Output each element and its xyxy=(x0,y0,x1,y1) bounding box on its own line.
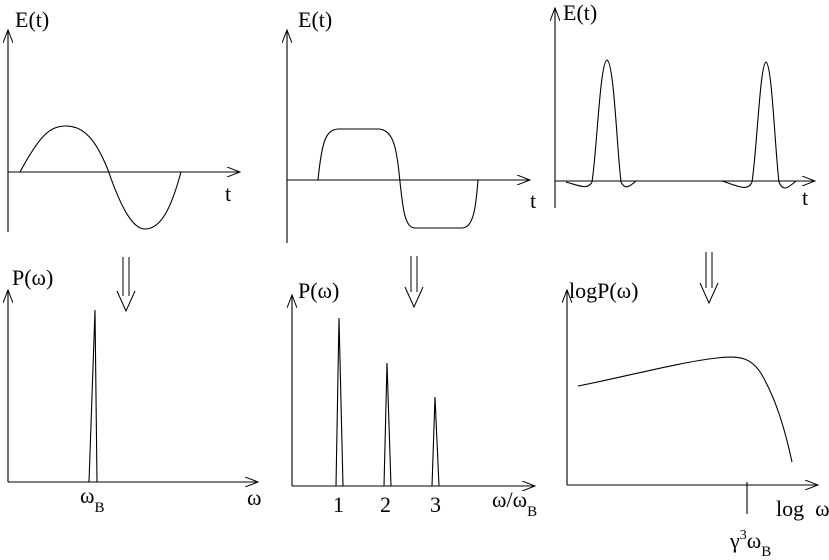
down-arrow-1 xyxy=(116,257,136,313)
harm-tick-2: 2 xyxy=(380,492,391,517)
square-xlabel: t xyxy=(530,188,536,213)
cont-xlabel: log ω xyxy=(776,496,829,521)
square-curve xyxy=(317,128,479,229)
cont-spectrum-curve xyxy=(577,356,793,463)
down-arrow-2 xyxy=(404,256,424,309)
harm-xlabel: ω/ωB xyxy=(492,487,537,520)
sine-xlabel: t xyxy=(225,181,231,206)
harm-ylabel: P(ω) xyxy=(298,278,339,303)
transform-arrows xyxy=(116,252,719,313)
panel-sine-field: E(t) t xyxy=(8,7,240,232)
panel-harmonics-spectrum: P(ω) 1 2 3 ω/ωB xyxy=(292,278,537,520)
harm-line-2 xyxy=(383,362,392,487)
panel-single-line-spectrum: P(ω) ω ωB xyxy=(8,265,261,516)
harm-tick-1: 1 xyxy=(333,492,344,517)
sine-curve xyxy=(19,125,182,230)
single-ylabel: P(ω) xyxy=(12,265,53,290)
panel-square-field: E(t) t xyxy=(287,7,536,243)
sine-ylabel: E(t) xyxy=(15,7,49,32)
single-spectral-line xyxy=(88,309,98,483)
single-tick-label: ωB xyxy=(80,483,105,516)
pulse-curve-1 xyxy=(565,59,637,188)
cont-ylabel: logP(ω) xyxy=(569,278,638,303)
harm-line-3 xyxy=(431,396,440,487)
panel-pulse-field: E(t) t xyxy=(555,0,815,210)
down-arrow-3 xyxy=(699,252,719,305)
pulse-curve-2 xyxy=(721,61,797,189)
panel-continuum-spectrum: logP(ω) log ω γ3ωB xyxy=(567,278,829,560)
harm-tick-3: 3 xyxy=(430,492,441,517)
square-ylabel: E(t) xyxy=(298,7,332,32)
harm-line-1 xyxy=(335,317,344,487)
pulse-xlabel: t xyxy=(802,185,808,210)
single-xlabel: ω xyxy=(247,485,261,510)
pulse-ylabel: E(t) xyxy=(563,0,597,25)
cont-tick-label: γ3ωB xyxy=(729,528,771,560)
